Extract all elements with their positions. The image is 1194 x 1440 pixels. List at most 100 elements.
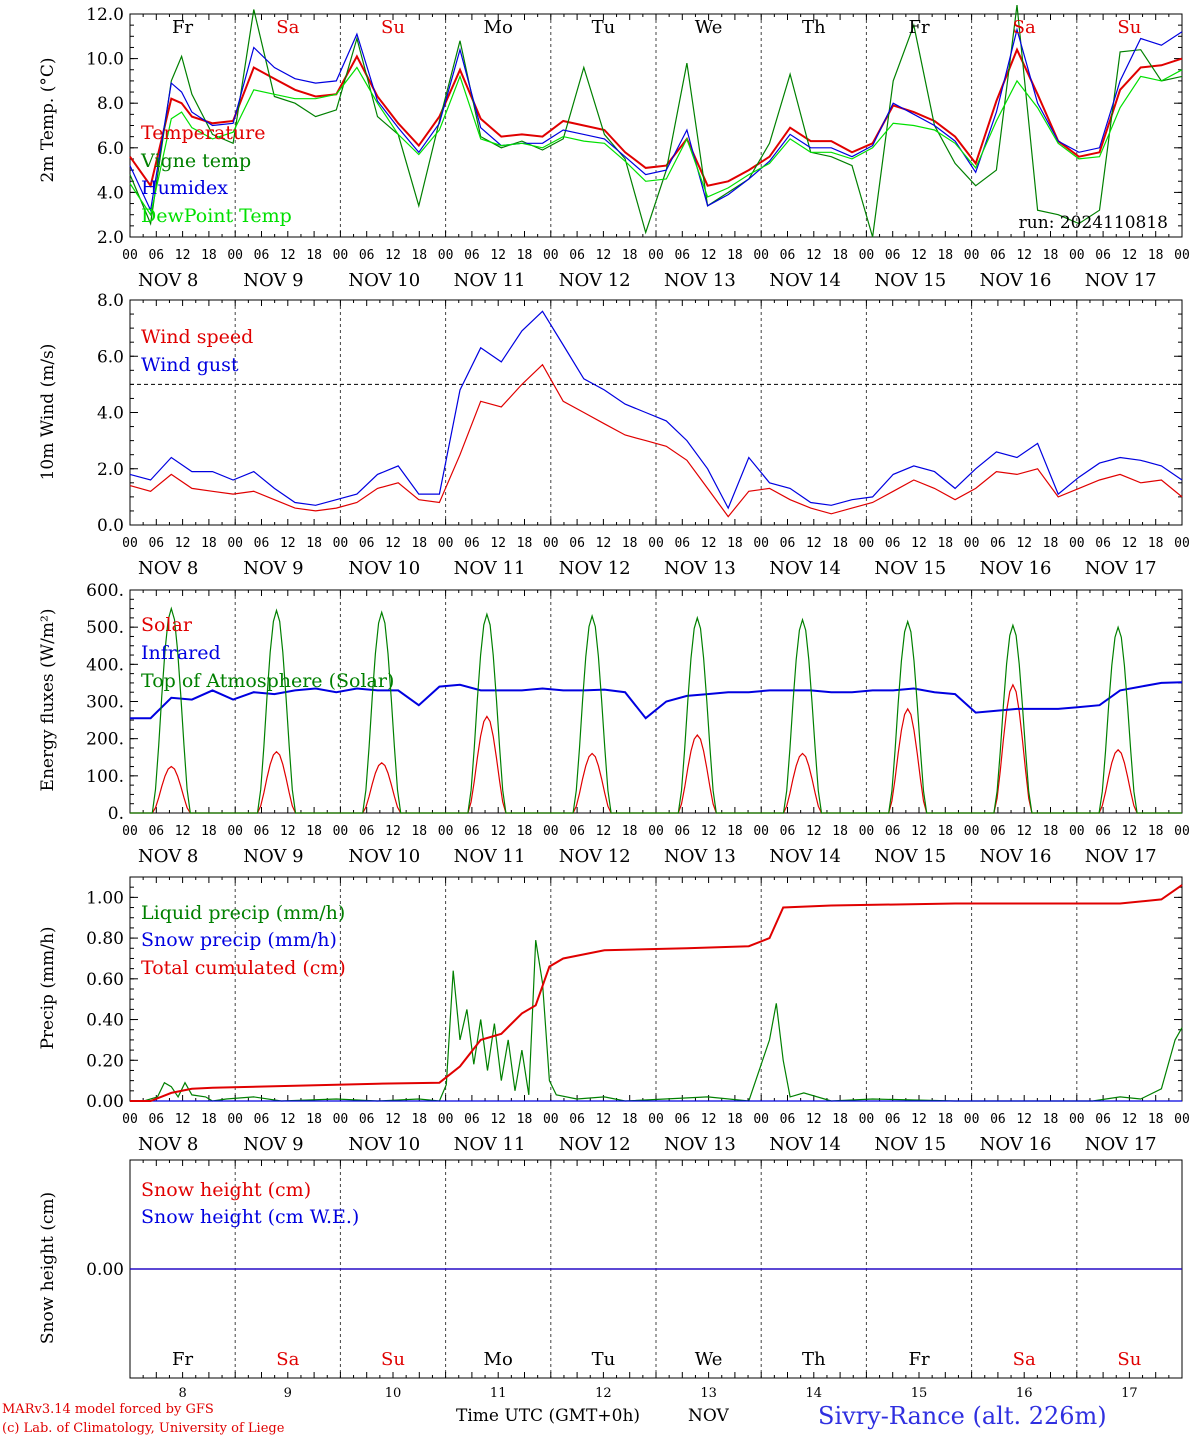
hour-tick-label: 06: [254, 248, 270, 263]
hour-tick-label: 00: [122, 248, 138, 263]
date-label: NOV 16: [980, 1134, 1052, 1155]
date-label: NOV 8: [138, 846, 198, 867]
hour-tick-label: 18: [727, 248, 743, 263]
date-label: NOV 14: [769, 846, 841, 867]
hour-tick-label: 00: [964, 248, 980, 263]
hour-tick-label: 18: [727, 536, 743, 551]
hour-tick-label: 18: [201, 1112, 217, 1127]
y-tick-label: 200.: [86, 730, 124, 750]
date-label: NOV 10: [348, 846, 420, 867]
series-line-1: [129, 310, 1183, 510]
hour-tick-label: 06: [569, 824, 585, 839]
date-label: NOV 11: [454, 846, 526, 867]
hour-tick-label: 18: [306, 824, 322, 839]
plot-frame: [129, 589, 1183, 814]
date-label: NOV 11: [454, 558, 526, 579]
hour-tick-label: 18: [622, 824, 638, 839]
hour-tick-label: 12: [911, 824, 927, 839]
legend-entry: Infrared: [141, 642, 221, 664]
hour-tick-label: 00: [753, 248, 769, 263]
y-tick-label: 10.0: [86, 50, 124, 70]
hour-tick-label: 00: [1174, 824, 1190, 839]
legend-entry: Total cumulated (cm): [141, 957, 346, 979]
panel-4: 0.00 0.20 0.40 0.60 0.80 1.00 Precip (mm/h) Liq…: [38, 876, 1190, 1155]
hour-tick-label: 12: [385, 536, 401, 551]
y-axis-label: 2m Temp. (°C): [38, 57, 58, 182]
hour-tick-label: 18: [622, 248, 638, 263]
hour-tick-label: 00: [648, 536, 664, 551]
hour-tick-label: 18: [306, 248, 322, 263]
legend-entry: Temperature: [141, 122, 265, 144]
y-tick-label: 6.0: [97, 139, 124, 159]
hour-tick-label: 18: [201, 536, 217, 551]
date-label: NOV 16: [980, 270, 1052, 291]
hour-tick-label: 00: [859, 824, 875, 839]
date-label: NOV 14: [769, 1134, 841, 1155]
hour-tick-label: 06: [569, 248, 585, 263]
y-tick-label: 0.00: [86, 1092, 124, 1112]
hour-tick-label: 06: [1095, 824, 1111, 839]
y-tick-label: 0.0: [97, 516, 124, 536]
hour-tick-label: 06: [254, 824, 270, 839]
hour-tick-label: 00: [438, 824, 454, 839]
day-label: Su: [381, 1349, 405, 1370]
hour-tick-label: 12: [385, 248, 401, 263]
hour-tick-label: 00: [438, 1112, 454, 1127]
hour-tick-label: 06: [780, 536, 796, 551]
hour-tick-label: 12: [175, 1112, 191, 1127]
hour-tick-label: 06: [674, 1112, 690, 1127]
hour-tick-label: 06: [780, 1112, 796, 1127]
hour-tick-label: 18: [1043, 1112, 1059, 1127]
hour-tick-label: 18: [832, 1112, 848, 1127]
plot-frame: [129, 13, 1183, 238]
hour-tick-label: 12: [806, 824, 822, 839]
hour-tick-label: 06: [780, 248, 796, 263]
hour-tick-label: 12: [1016, 824, 1032, 839]
date-label: NOV 17: [1085, 558, 1157, 579]
hour-tick-label: 12: [596, 248, 612, 263]
legend-entry: Wind speed: [141, 326, 253, 348]
hour-tick-label: 06: [569, 1112, 585, 1127]
hour-tick-label: 00: [648, 248, 664, 263]
hour-tick-label: 00: [1069, 536, 1085, 551]
hour-tick-label: 12: [175, 824, 191, 839]
day-label: We: [695, 1349, 723, 1370]
hour-tick-label: 00: [438, 536, 454, 551]
y-tick-label: 400.: [86, 655, 124, 675]
hour-tick-label: 18: [201, 248, 217, 263]
hour-tick-label: 12: [175, 536, 191, 551]
hour-tick-label: 06: [359, 248, 375, 263]
hour-tick-label: 18: [411, 248, 427, 263]
hour-tick-label: 00: [648, 824, 664, 839]
day-label: Fr: [908, 1349, 929, 1370]
day-label: Sa: [276, 17, 299, 38]
hour-tick-label: 00: [964, 824, 980, 839]
hour-tick-label: 18: [832, 248, 848, 263]
hour-tick-label: 12: [806, 248, 822, 263]
date-label: NOV 12: [559, 558, 631, 579]
y-tick-label: 300.: [86, 693, 124, 713]
hour-tick-label: 00: [543, 536, 559, 551]
station-label: Sivry-Rance (alt. 226m): [818, 1402, 1107, 1430]
date-label: NOV 10: [348, 1134, 420, 1155]
legend-entry: Top of Atmosphere (Solar): [141, 670, 394, 692]
day-label: Fr: [172, 1349, 193, 1370]
day-label: Mo: [484, 17, 513, 38]
hour-tick-label: 12: [911, 1112, 927, 1127]
y-tick-label: 100.: [86, 767, 124, 787]
y-axis-label: 10m Wind (m/s): [38, 344, 58, 481]
hour-tick-label: 00: [859, 1112, 875, 1127]
legend-entry: Liquid precip (mm/h): [141, 902, 345, 924]
hour-tick-label: 06: [990, 824, 1006, 839]
legend-entry: Humidex: [141, 177, 228, 199]
hour-tick-label: 18: [937, 536, 953, 551]
hour-tick-label: 18: [1148, 248, 1164, 263]
hour-tick-label: 12: [1122, 248, 1138, 263]
y-tick-label: 0.40: [86, 1011, 124, 1031]
hour-tick-label: 06: [148, 1112, 164, 1127]
date-label: NOV 9: [243, 270, 303, 291]
hour-tick-label: 00: [1174, 1112, 1190, 1127]
hour-tick-label: 18: [411, 824, 427, 839]
hour-tick-label: 18: [622, 536, 638, 551]
